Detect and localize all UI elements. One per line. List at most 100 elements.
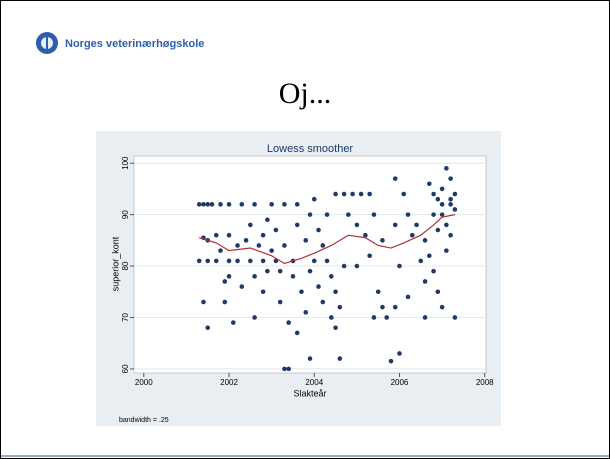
scatter-point [205,202,211,207]
scatter-point [316,284,321,289]
x-tick-label: 2008 [476,378,494,387]
scatter-point [448,196,453,202]
scatter-point [282,202,287,207]
scatter-point [265,268,270,274]
scatter-point [243,238,249,243]
scatter-point [260,258,266,264]
scatter-point [226,274,232,279]
scatter-point [226,258,232,264]
x-tick-label: 2002 [220,378,238,387]
scatter-point [333,289,338,295]
scatter-point [371,315,377,320]
scatter-point [265,217,270,223]
scatter-point [427,253,432,259]
scatter-point [320,299,326,305]
scatter-point [273,258,279,264]
scatter-point [218,202,223,207]
chart-title: Lowess smoother [267,143,354,155]
scatter-point [448,202,453,207]
scatter-point [439,186,445,192]
y-tick-label: 70 [121,312,130,321]
scatter-point [239,284,245,289]
scatter-point [439,304,445,310]
scatter-point [316,227,321,233]
scatter-point [239,202,245,207]
scatter-point [226,232,232,238]
scatter-point [401,191,407,197]
scatter-point [235,243,240,248]
scatter-point [337,304,343,310]
scatter-point [256,243,262,248]
scatter-point [431,212,436,217]
scatter-point [307,356,313,361]
scatter-point [397,263,402,269]
scatter-point [286,366,291,372]
scatter-point [363,232,368,238]
scatter-point [294,202,300,207]
scatter-point [269,202,274,207]
scatter-point [282,243,287,248]
scatter-point [329,274,334,279]
organization-name: Norges veterinærhøgskole [65,38,204,50]
scatter-point [329,315,334,320]
scatter-point [439,212,445,217]
x-tick-label: 2006 [391,378,409,387]
scatter-point [320,243,326,248]
logo [36,32,58,54]
scatter-point [354,222,360,228]
scatter-point [448,232,453,238]
scatter-point [196,202,202,207]
scatter-point [435,289,441,295]
plot-area [133,155,487,374]
scatter-point [431,268,436,274]
scatter-point [252,202,257,207]
scatter-point [341,263,347,269]
scatter-point [397,351,402,356]
scatter-point [303,310,309,315]
scatter-point [388,358,394,364]
scatter-point [222,299,228,305]
scatter-point [269,248,274,253]
scatter-point [252,315,257,320]
x-tick-label: 2004 [305,378,323,387]
scatter-point [371,212,377,217]
scatter-point [230,320,236,325]
scatter-point [380,304,385,310]
scatter-point [299,289,304,295]
scatter-point [235,258,240,264]
scatter-point [405,294,411,300]
slide-title: Oj... [279,77,332,110]
scatter-point [333,191,338,197]
x-tick-label: 2000 [135,378,153,387]
scatter-point [218,248,223,253]
scatter-point [435,227,441,233]
scatter-point [196,258,202,264]
scatter-point [444,248,449,253]
scatter-point [205,258,211,264]
scatter-point [260,232,266,238]
scatter-point [294,222,300,228]
scatter-point [260,289,266,295]
scatter-point [213,232,219,238]
lowess-line [199,214,456,265]
scatter-point [448,176,453,181]
scatter-point [277,268,283,274]
scatter-point [346,212,351,217]
scatter-point [337,356,343,361]
scatter-point [222,279,228,284]
scatter-point [452,207,458,212]
scatter-point [205,325,211,331]
y-tick-label: 80 [121,261,130,270]
scatter-point [290,274,296,279]
scatter-point [405,212,411,217]
scatter-point [367,191,372,197]
scatter-point [282,366,287,372]
annotation: bandwidth = .25 [119,417,169,424]
scatter-point [307,212,313,217]
scatter-point [392,176,398,181]
scatter-point [226,202,232,207]
y-tick-label: 90 [121,210,130,219]
scatter-point [375,289,381,295]
scatter-point [286,320,291,325]
